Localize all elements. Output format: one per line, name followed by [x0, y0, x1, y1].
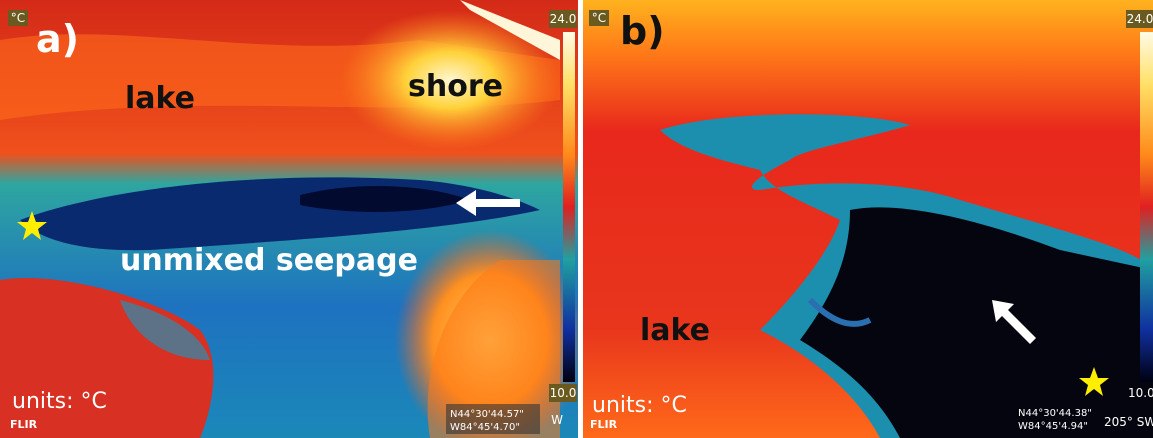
color-scale — [1140, 32, 1153, 382]
gps: N44°30'44.57" — [450, 409, 524, 420]
color-scale — [563, 32, 575, 382]
unit-badge: °C — [11, 11, 25, 25]
thermal-image-a — [0, 0, 585, 438]
figure: 24.0 10.0 °C a) lake shore unmixed seepa… — [0, 0, 1153, 438]
thermal-image-b — [583, 0, 1153, 438]
gps: W84°45'4.94" — [1018, 421, 1088, 432]
brand: FLIR — [10, 418, 38, 431]
compass: W — [551, 413, 563, 427]
scale-min: 10.0 — [1128, 386, 1153, 400]
panel-label: a) — [36, 17, 79, 61]
unit-badge: °C — [592, 11, 606, 25]
scale-max: 24.0 — [550, 12, 577, 26]
compass: 205° SW — [1104, 415, 1153, 429]
panel-label: b) — [620, 9, 665, 53]
annotation: unmixed seepage — [120, 243, 418, 278]
scale-max: 24.0 — [1127, 12, 1153, 26]
brand: FLIR — [590, 418, 618, 431]
units: units: °C — [592, 393, 687, 418]
units: units: °C — [12, 389, 107, 414]
gps: W84°45'4.70" — [450, 422, 520, 433]
annotation: lake — [125, 81, 195, 116]
annotation: lake — [640, 313, 710, 348]
annotation: shore — [408, 69, 503, 104]
gps: N44°30'44.38" — [1018, 408, 1092, 419]
scale-min: 10.0 — [550, 386, 577, 400]
